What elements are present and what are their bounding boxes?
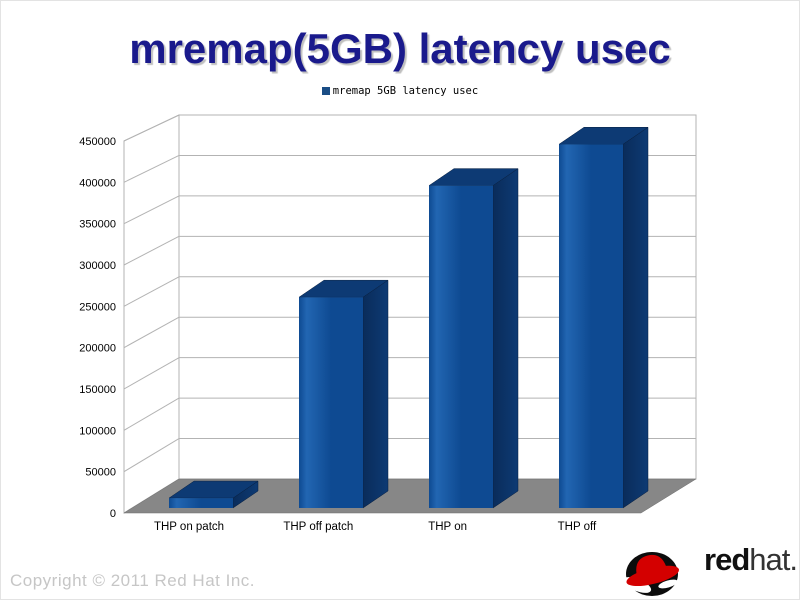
x-axis-category-label: THP off <box>558 521 597 533</box>
bar-side-thp-off-patch <box>362 279 389 509</box>
wordmark-red: red <box>704 542 750 577</box>
y-axis-tick-label: 400000 <box>79 177 116 189</box>
bar-thp-off <box>559 144 623 508</box>
redhat-hat-icon <box>622 552 679 596</box>
wordmark-period: . <box>789 542 798 577</box>
bar-side-thp-on <box>492 168 519 509</box>
chart-floor <box>123 478 697 514</box>
gridline-wall <box>123 357 180 390</box>
x-axis-category-label: THP on <box>428 521 467 533</box>
bar-thp-on <box>429 185 493 508</box>
wordmark-hat: hat <box>749 542 790 577</box>
x-axis-category-label: THP off patch <box>283 521 353 533</box>
legend-label: mremap 5GB latency usec <box>332 85 479 97</box>
y-axis-tick-label: 150000 <box>79 384 116 396</box>
y-axis-tick-label: 50000 <box>85 467 116 479</box>
slide-title: mremap(5GB) latency usec <box>129 25 671 72</box>
gridline-wall <box>123 397 180 431</box>
y-axis-tick-label: 200000 <box>79 343 116 355</box>
redhat-wordmark: redhat. <box>704 542 798 582</box>
x-axis-category-label: THP on patch <box>154 521 224 533</box>
bar-thp-on-patch <box>169 498 233 508</box>
y-axis-tick-label: 250000 <box>79 301 116 313</box>
bar-thp-off-patch <box>299 297 363 508</box>
gridline-wall <box>123 316 180 349</box>
y-axis-tick-label: 300000 <box>79 260 116 272</box>
legend-swatch-icon <box>321 87 330 95</box>
bar-side-thp-off <box>622 126 649 509</box>
gridline-wall <box>123 276 180 307</box>
chart-legend: mremap 5GB latency usec <box>1 84 799 98</box>
y-axis-tick-label: 0 <box>110 508 116 520</box>
y-axis-tick-label: 350000 <box>79 219 116 231</box>
redhat-logo: redhat. <box>704 542 798 582</box>
gridline-wall <box>123 195 180 225</box>
gridline-wall <box>123 154 180 183</box>
bar-chart-3d: 0 50000 100000 150000 200000 250000 300000 3500… <box>79 114 697 533</box>
gridline-wall <box>123 438 180 473</box>
gridline-wall <box>123 114 180 142</box>
gridline-wall <box>123 235 180 266</box>
copyright-text: Copyright © 2011 Red Hat Inc. <box>10 571 255 590</box>
y-axis-tick-label: 450000 <box>79 136 116 148</box>
chart-left-wall <box>123 114 180 514</box>
y-axis-tick-label: 100000 <box>79 425 116 437</box>
